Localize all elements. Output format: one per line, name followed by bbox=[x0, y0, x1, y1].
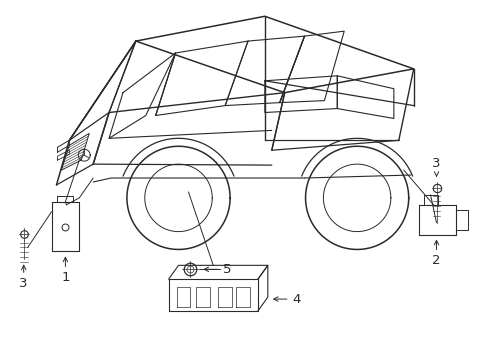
Text: 4: 4 bbox=[293, 293, 301, 306]
Text: 1: 1 bbox=[61, 271, 70, 284]
Text: 3: 3 bbox=[432, 157, 441, 170]
Text: 5: 5 bbox=[223, 263, 232, 276]
Text: 2: 2 bbox=[432, 255, 441, 267]
Text: 3: 3 bbox=[20, 277, 28, 290]
